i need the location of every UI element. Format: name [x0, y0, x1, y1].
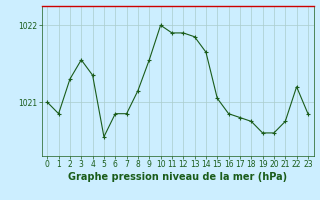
X-axis label: Graphe pression niveau de la mer (hPa): Graphe pression niveau de la mer (hPa): [68, 172, 287, 182]
